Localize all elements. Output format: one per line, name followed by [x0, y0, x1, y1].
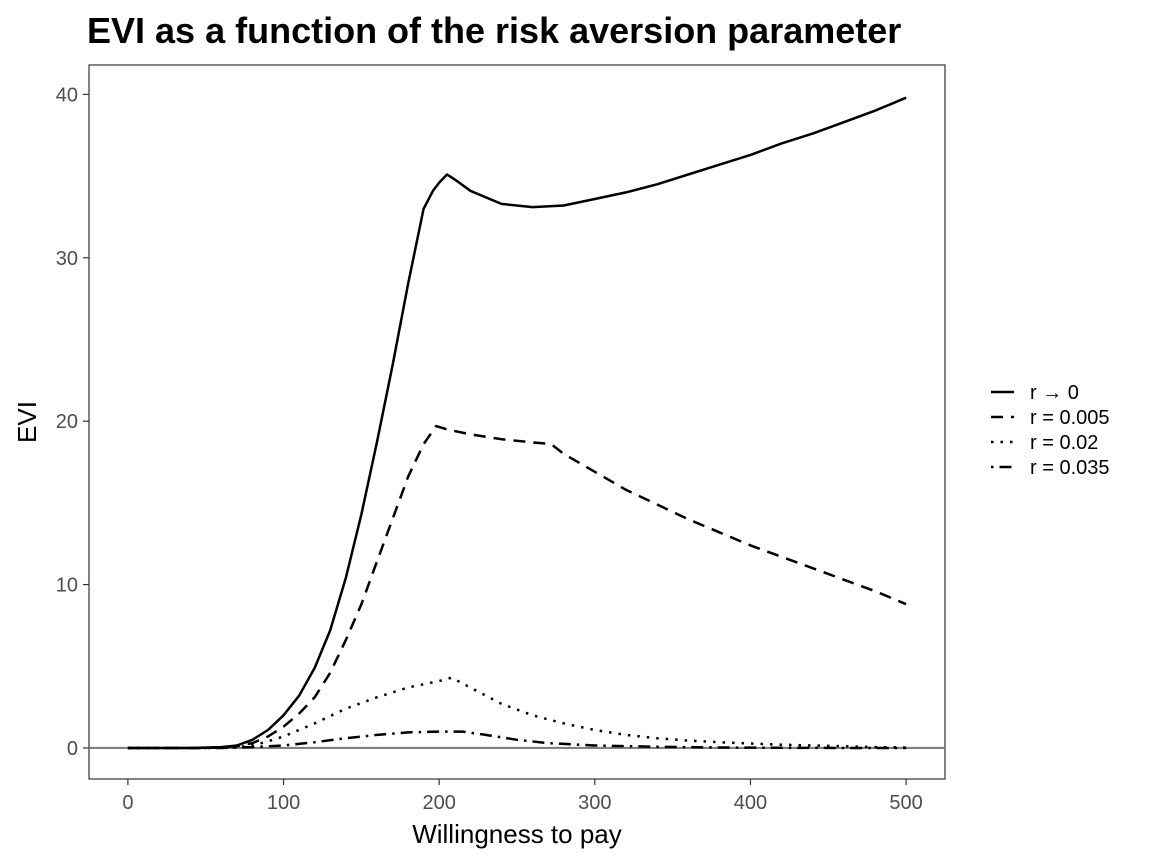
x-axis-title: Willingness to pay — [412, 819, 622, 849]
y-tick-label: 40 — [56, 84, 78, 106]
x-tick-label: 100 — [267, 792, 300, 814]
legend-label-3: r = 0.02 — [1030, 432, 1098, 454]
series-line-3 — [127, 676, 907, 750]
chart-title: EVI as a function of the risk aversion p… — [87, 10, 901, 51]
y-tick-label: 10 — [56, 575, 78, 597]
y-axis: 0 10 20 30 40 — [56, 84, 89, 760]
y-tick-label: 0 — [67, 738, 78, 760]
series-line-2 — [127, 424, 907, 750]
legend: r → 0 r = 0.005 r = 0.02 r = 0.035 — [991, 382, 1110, 479]
x-tick-label: 200 — [422, 792, 455, 814]
x-tick-label: 500 — [889, 792, 922, 814]
series-lines — [127, 96, 907, 750]
y-axis-title: EVI — [12, 401, 42, 443]
plot-panel — [88, 64, 946, 780]
legend-label-1: r → 0 — [1030, 382, 1079, 404]
legend-label-2: r = 0.005 — [1030, 407, 1110, 429]
x-tick-label: 300 — [578, 792, 611, 814]
y-tick-label: 30 — [56, 248, 78, 270]
x-tick-label: 400 — [734, 792, 767, 814]
x-tick-label: 0 — [122, 792, 133, 814]
series-line-1 — [127, 96, 907, 750]
y-tick-label: 20 — [56, 411, 78, 433]
legend-label-4: r = 0.035 — [1030, 457, 1110, 479]
series-line-4 — [127, 730, 907, 750]
x-axis: 0 100 200 300 400 500 — [122, 779, 923, 814]
